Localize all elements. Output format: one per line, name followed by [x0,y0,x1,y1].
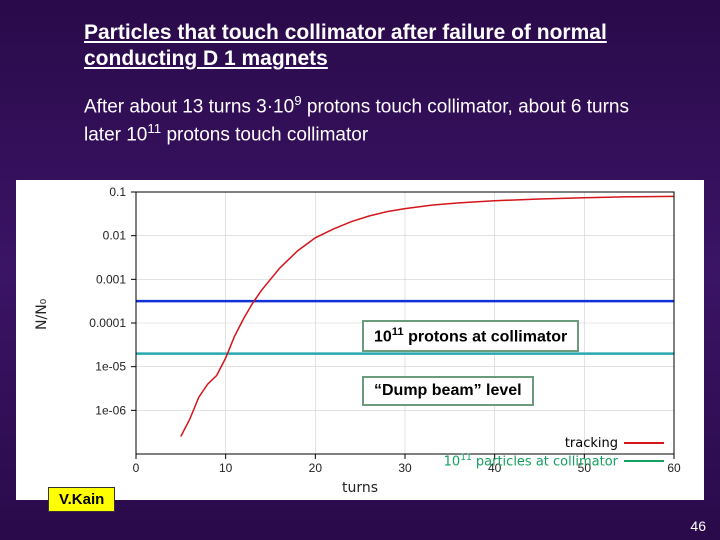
annotation-1e11-protons: 1011 protons at collimator [362,320,579,352]
svg-text:60: 60 [667,461,681,475]
annotation-dump-beam: “Dump beam” level [362,376,534,406]
legend-item-tracking: tracking [444,434,664,452]
svg-text:1e-05: 1e-05 [95,360,126,374]
svg-text:10: 10 [219,461,233,475]
x-axis-label: turns [342,480,378,496]
legend-item-1e11: 1011 particles at collimator [444,452,664,470]
svg-text:0.1: 0.1 [109,185,126,199]
chart-panel: 01020304050601e-061e-050.00010.0010.010.… [16,180,704,500]
svg-text:20: 20 [309,461,323,475]
legend-swatch [624,460,664,462]
legend-label: tracking [565,436,618,451]
svg-text:0.001: 0.001 [96,272,126,286]
legend-label: 1011 particles at collimator [444,453,618,469]
svg-text:0.0001: 0.0001 [89,316,126,330]
chart-legend: tracking 1011 particles at collimator [444,434,664,470]
credit-badge: V.Kain [48,487,115,512]
slide-subtitle: After about 13 turns 3·109 protons touch… [84,92,644,148]
legend-swatch [624,442,664,444]
slide-title: Particles that touch collimator after fa… [84,20,644,73]
y-axis-label: N/N₀ [34,299,50,330]
svg-text:0: 0 [133,461,140,475]
svg-text:1e-06: 1e-06 [95,403,126,417]
svg-text:30: 30 [398,461,412,475]
page-number: 46 [690,518,706,534]
svg-text:0.01: 0.01 [103,229,127,243]
